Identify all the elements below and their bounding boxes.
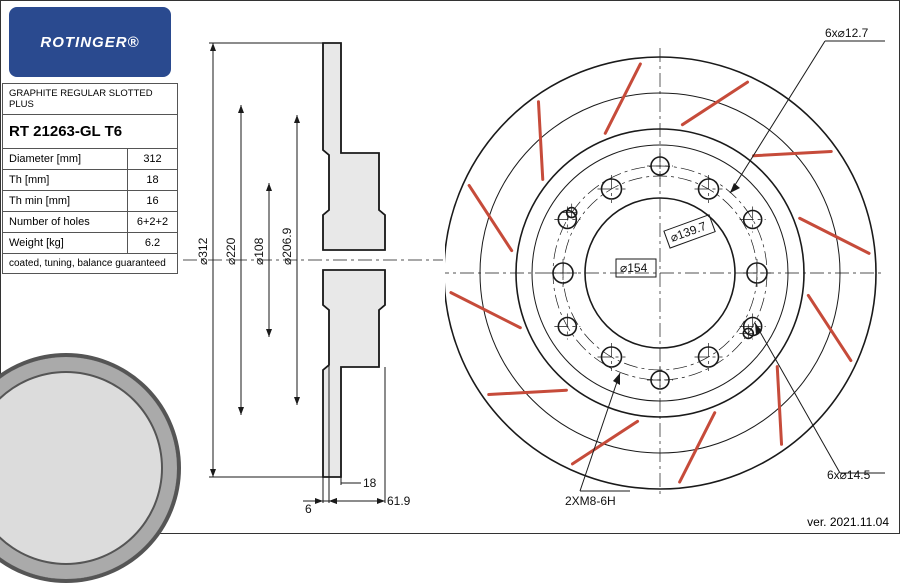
table-row: Weight [kg]6.2: [3, 233, 178, 254]
brand-logo: ROTINGER®: [9, 7, 171, 77]
dim-pcd154: ⌀154: [620, 261, 648, 275]
disc-fragment-decor: [0, 353, 181, 583]
slot: [451, 293, 520, 328]
spec-value: 16: [128, 191, 178, 212]
slot: [680, 413, 715, 482]
slot: [572, 421, 637, 464]
dim-off6: 6: [305, 502, 312, 515]
spec-table: GRAPHITE REGULAR SLOTTED PLUS RT 21263-G…: [2, 83, 178, 274]
slot: [800, 218, 869, 253]
pcd-labels: ⌀154 ⌀139.7: [616, 215, 715, 277]
section-view: ⌀312 ⌀220 ⌀108 ⌀206.9: [183, 5, 443, 515]
slot: [469, 185, 512, 250]
spec-label: Weight [kg]: [3, 233, 128, 254]
spec-label: Th [mm]: [3, 170, 128, 191]
table-row: Th min [mm]16: [3, 191, 178, 212]
spec-value: 312: [128, 149, 178, 170]
part-number: RT 21263-GL T6: [3, 115, 178, 149]
dim-d108: ⌀108: [252, 237, 266, 265]
table-row: Number of holes6+2+2: [3, 212, 178, 233]
product-line: GRAPHITE REGULAR SLOTTED PLUS: [3, 84, 178, 115]
dim-th18: 18: [363, 476, 377, 490]
footer-note: coated, tuning, balance guaranteed: [3, 254, 178, 274]
dim-off619: 61.9: [387, 494, 411, 508]
spec-value: 6+2+2: [128, 212, 178, 233]
drawing-sheet: ROTINGER® GRAPHITE REGULAR SLOTTED PLUS …: [0, 0, 900, 534]
slot: [754, 151, 832, 155]
spec-value: 6.2: [128, 233, 178, 254]
spec-label: Diameter [mm]: [3, 149, 128, 170]
dim-d220: ⌀220: [224, 237, 238, 265]
spec-label: Number of holes: [3, 212, 128, 233]
dim-d2069: ⌀206.9: [280, 227, 294, 265]
section-profile-bottom: [323, 270, 385, 477]
slot: [489, 390, 567, 394]
callout-bolt-large: 6x⌀14.5: [827, 468, 871, 482]
table-row: Th [mm]18: [3, 170, 178, 191]
dim-d312: ⌀312: [196, 237, 210, 265]
slot: [538, 102, 542, 180]
front-view: ⌀154 ⌀139.7 6x⌀12.7 6x⌀14.5 2XM8-6H: [445, 5, 895, 515]
version-label: ver. 2021.11.04: [807, 515, 889, 529]
table-row: Diameter [mm]312: [3, 149, 178, 170]
spec-label: Th min [mm]: [3, 191, 128, 212]
dim-group-horizontal: 18 6 61.9: [303, 365, 411, 515]
slot: [682, 82, 747, 125]
slot: [605, 64, 640, 133]
section-profile-top: [323, 43, 385, 250]
slot: [808, 295, 851, 360]
slot: [777, 367, 781, 445]
callout-thread: 2XM8-6H: [565, 494, 616, 508]
callout-bolt-small: 6x⌀12.7: [825, 26, 869, 40]
brand-name: ROTINGER®: [40, 34, 139, 51]
spec-value: 18: [128, 170, 178, 191]
